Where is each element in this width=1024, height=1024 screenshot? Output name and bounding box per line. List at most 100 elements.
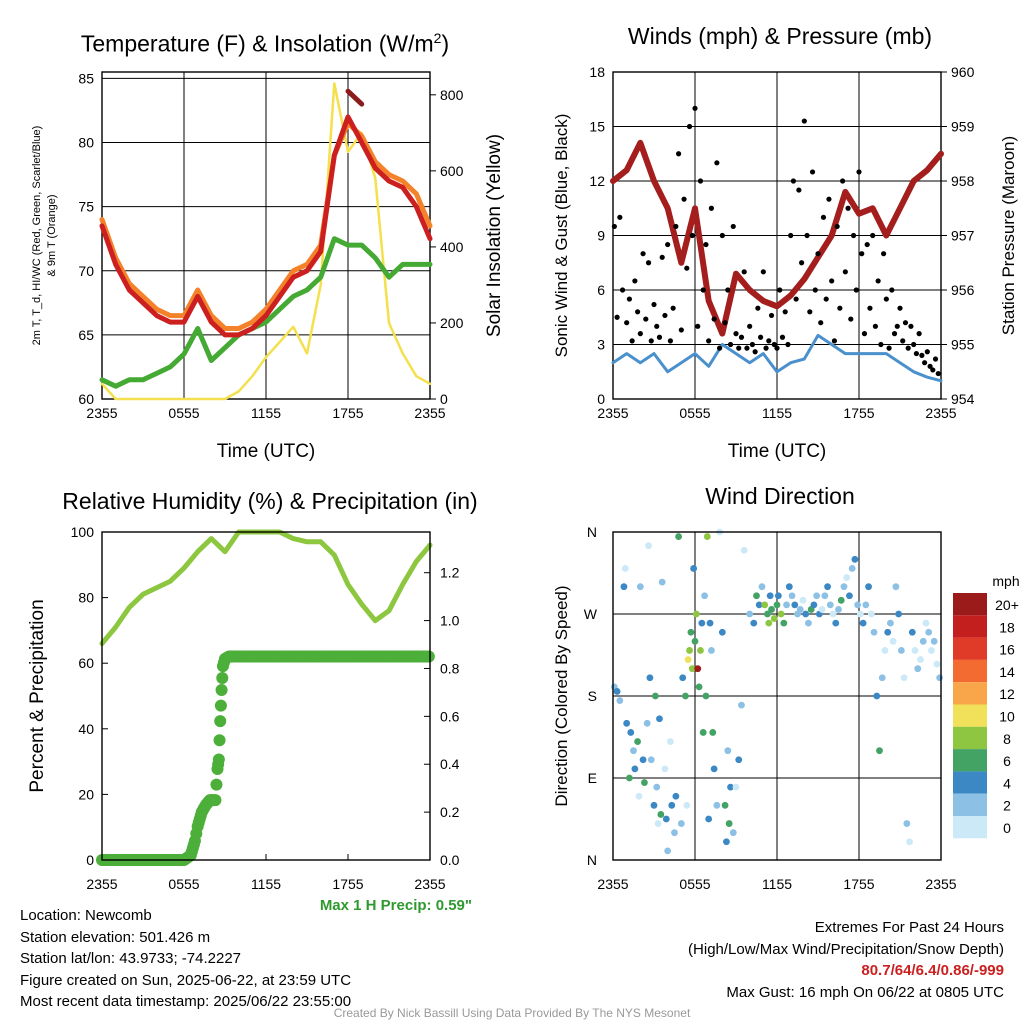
direction-point bbox=[713, 801, 721, 809]
direction-point bbox=[843, 574, 851, 581]
direction-legend-label: 12 bbox=[999, 686, 1015, 702]
winds-gust-point bbox=[919, 352, 925, 358]
direction-point bbox=[635, 792, 643, 800]
humidity-y-tick-label: 40 bbox=[78, 721, 94, 737]
winds-gust-point bbox=[635, 309, 641, 315]
humidity-y-tick-label: 60 bbox=[78, 655, 94, 671]
winds-gust-point bbox=[640, 251, 646, 257]
created-text: Figure created on Sun, 2025-06-22, at 23… bbox=[20, 971, 352, 989]
humidity-chart-title: Relative Humidity (%) & Precipitation (i… bbox=[62, 488, 478, 514]
winds-gust-point bbox=[932, 356, 939, 362]
direction-legend-label: 10 bbox=[999, 709, 1015, 725]
winds-x-tick-label: 2355 bbox=[925, 405, 956, 421]
direction-point bbox=[788, 592, 796, 600]
winds-gust-point bbox=[686, 123, 693, 130]
winds-gust-point bbox=[611, 223, 617, 230]
direction-point bbox=[709, 729, 717, 736]
winds-gust-point bbox=[744, 345, 750, 351]
winds-gust-point bbox=[845, 205, 851, 211]
direction-point bbox=[623, 719, 631, 727]
direction-point bbox=[740, 546, 748, 554]
temperature-y2-tick-label: 600 bbox=[440, 163, 464, 179]
humidity-y-tick-label: 80 bbox=[78, 590, 94, 606]
winds-y2-tick-label: 960 bbox=[951, 64, 975, 80]
humidity-y-tick-label: 0 bbox=[86, 852, 94, 868]
winds-gust-point bbox=[859, 251, 865, 257]
temperature-y2-axis-label: Solar Insolation (Yellow) bbox=[484, 134, 505, 337]
direction-point bbox=[682, 692, 689, 700]
temperature-y-tick-label: 85 bbox=[78, 70, 94, 86]
temperature-y2-tick-label: 400 bbox=[440, 239, 464, 255]
direction-y-tick-label: N bbox=[587, 524, 597, 540]
winds-gust-point bbox=[695, 323, 701, 329]
humidity-x-tick-label: 0555 bbox=[168, 876, 199, 892]
direction-point bbox=[791, 601, 799, 609]
direction-legend-swatch bbox=[953, 793, 987, 816]
winds-chart-title: Winds (mph) & Pressure (mb) bbox=[627, 23, 933, 49]
direction-point bbox=[727, 783, 734, 791]
winds-gust-point bbox=[894, 323, 900, 329]
humidity-precip-point bbox=[212, 753, 225, 766]
direction-point bbox=[621, 565, 629, 572]
winds-gust-point bbox=[826, 196, 832, 202]
winds-gust-point bbox=[700, 287, 706, 293]
direction-point bbox=[646, 674, 654, 682]
direction-point bbox=[917, 656, 924, 663]
direction-point bbox=[620, 583, 628, 591]
winds-gust-point bbox=[755, 305, 761, 311]
direction-point bbox=[653, 783, 661, 791]
winds-gust-point bbox=[916, 331, 922, 337]
winds-gust-point bbox=[922, 360, 928, 366]
direction-point bbox=[735, 756, 743, 764]
winds-gust-point bbox=[676, 151, 682, 157]
direction-point bbox=[884, 628, 892, 636]
direction-point bbox=[851, 555, 859, 563]
temperature-series-insolation bbox=[100, 82, 432, 401]
direction-point bbox=[867, 610, 875, 618]
humidity-x-tick-label: 1755 bbox=[332, 876, 363, 892]
winds-series-pressure bbox=[610, 139, 944, 337]
winds-gust-point bbox=[837, 305, 843, 311]
direction-legend-swatch bbox=[953, 726, 987, 750]
direction-legend-swatch bbox=[953, 771, 987, 794]
direction-point bbox=[691, 637, 699, 645]
winds-gust-point bbox=[779, 334, 786, 340]
direction-legend-label: 18 bbox=[999, 619, 1015, 635]
winds-gust-point bbox=[777, 287, 783, 293]
humidity-precip-point bbox=[214, 715, 227, 728]
temperature-series-t9m bbox=[99, 120, 433, 331]
direction-point bbox=[662, 815, 670, 823]
direction-point bbox=[738, 701, 745, 709]
temperature-series-td bbox=[99, 236, 433, 389]
direction-point bbox=[887, 619, 894, 627]
winds-gust-point bbox=[714, 160, 720, 166]
winds-gust-point bbox=[801, 118, 807, 124]
winds-gust-point bbox=[799, 260, 805, 266]
humidity-x-tick-label: 2355 bbox=[86, 876, 117, 892]
winds-y-tick-label: 15 bbox=[589, 119, 605, 135]
winds-gust-point bbox=[645, 260, 652, 266]
temperature-y-tick-label: 80 bbox=[78, 135, 94, 151]
direction-point bbox=[753, 592, 760, 600]
winds-gust-point bbox=[788, 232, 794, 239]
direction-point bbox=[687, 628, 695, 636]
direction-point bbox=[658, 578, 666, 586]
direction-point bbox=[750, 619, 758, 627]
winds-gust-point bbox=[727, 341, 734, 348]
direction-point bbox=[645, 542, 652, 550]
credit-text: Created By Nick Bassill Using Data Provi… bbox=[333, 1006, 691, 1020]
direction-point bbox=[698, 619, 706, 627]
direction-point bbox=[826, 601, 834, 609]
winds-x-tick-label: 0555 bbox=[679, 405, 710, 421]
winds-gust-point bbox=[692, 105, 698, 111]
winds-gust-point bbox=[823, 296, 829, 302]
winds-gust-point bbox=[881, 251, 887, 257]
direction-y-tick-label: N bbox=[587, 852, 597, 868]
winds-gust-point bbox=[670, 305, 676, 311]
direction-point bbox=[692, 610, 700, 618]
winds-gust-point bbox=[870, 232, 876, 239]
winds-gust-point bbox=[878, 341, 884, 348]
direction-point bbox=[810, 601, 818, 609]
direction-point bbox=[802, 610, 810, 618]
winds-gust-point bbox=[883, 296, 889, 302]
